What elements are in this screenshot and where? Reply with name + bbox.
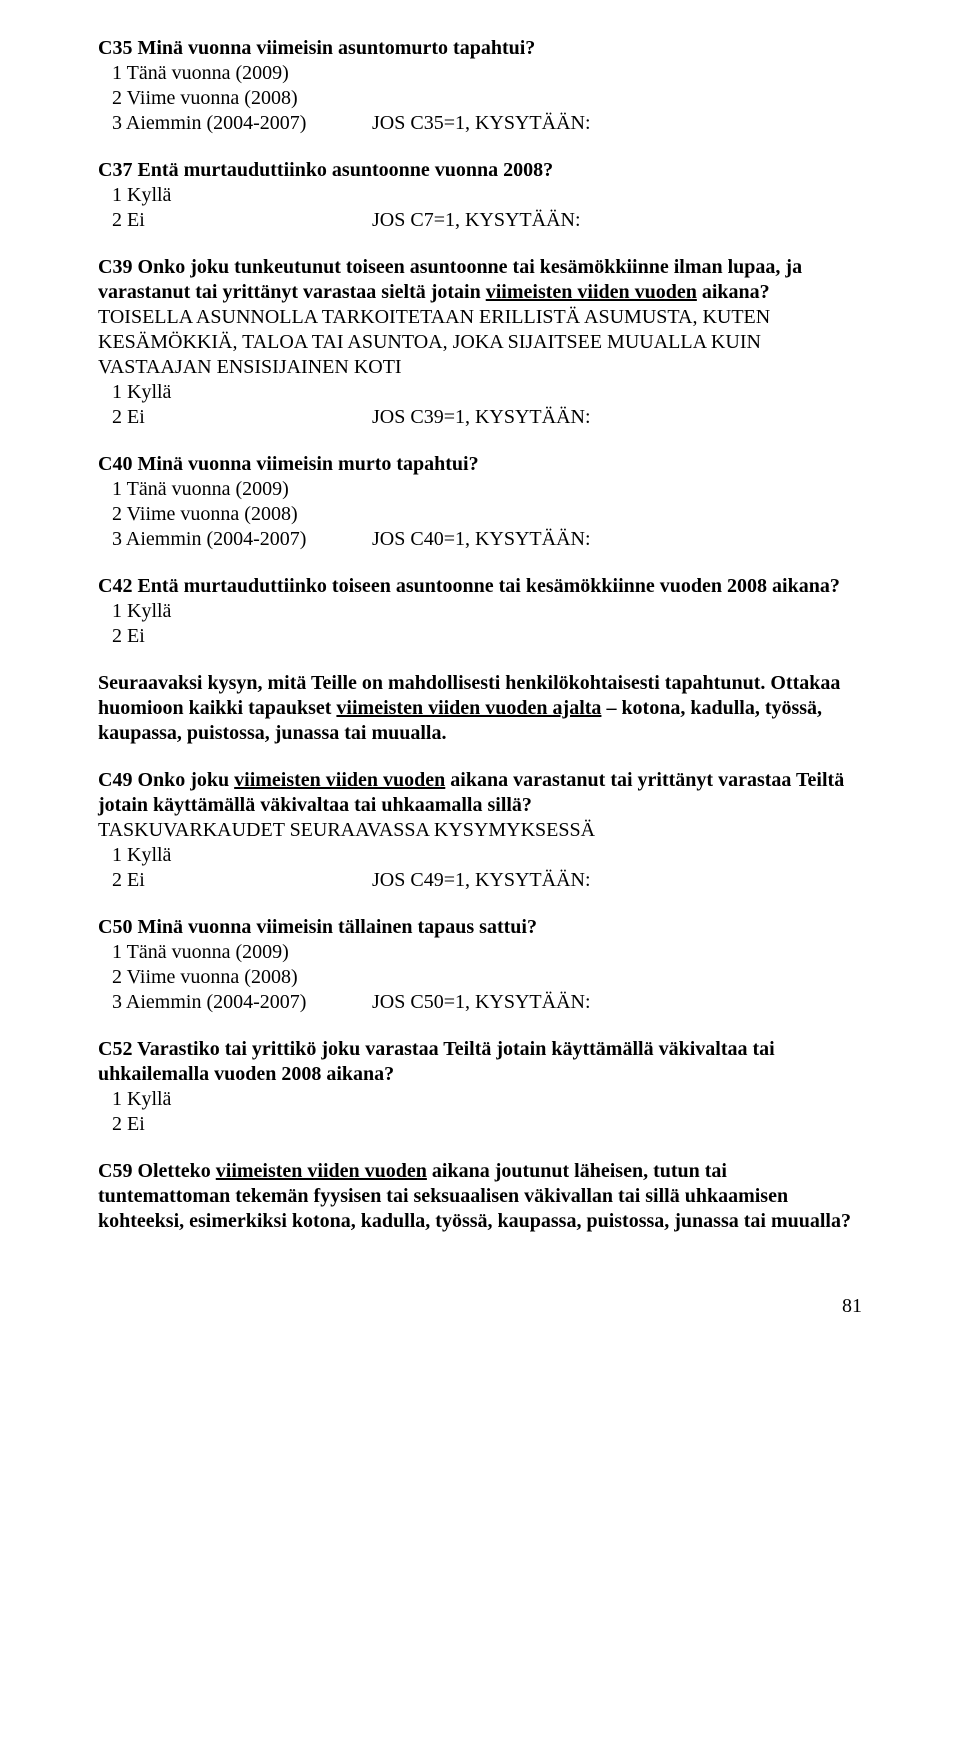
option: 1 Kyllä (112, 599, 862, 624)
c52-options: 1 Kyllä 2 Ei (98, 1087, 862, 1137)
question-c39: C39 Onko joku tunkeutunut toiseen asunto… (98, 255, 862, 430)
option: 2 Ei (112, 1112, 862, 1137)
option: 2 Ei (112, 868, 372, 893)
heading-underline: viimeisten viiden vuoden (216, 1160, 427, 1182)
c37-heading: C37 Entä murtauduttiinko asuntoonne vuon… (98, 158, 862, 183)
c35-heading: C35 Minä vuonna viimeisin asuntomurto ta… (98, 36, 862, 61)
heading-pre: C49 Onko joku (98, 769, 234, 791)
option-row: 3 Aiemmin (2004-2007) JOS C50=1, KYSYTÄÄ… (112, 990, 862, 1015)
heading-underline: viimeisten viiden vuoden (234, 769, 445, 791)
page-number: 81 (98, 1294, 862, 1319)
condition: JOS C50=1, KYSYTÄÄN: (372, 990, 862, 1015)
option-row: 3 Aiemmin (2004-2007) JOS C35=1, KYSYTÄÄ… (112, 111, 862, 136)
question-c49: C49 Onko joku viimeisten viiden vuoden a… (98, 768, 862, 893)
c42-heading: C42 Entä murtauduttiinko toiseen asuntoo… (98, 574, 862, 599)
c49-heading: C49 Onko joku viimeisten viiden vuoden a… (98, 768, 862, 818)
question-c42: C42 Entä murtauduttiinko toiseen asuntoo… (98, 574, 862, 649)
option: 3 Aiemmin (2004-2007) (112, 111, 372, 136)
question-c35: C35 Minä vuonna viimeisin asuntomurto ta… (98, 36, 862, 136)
condition: JOS C40=1, KYSYTÄÄN: (372, 527, 862, 552)
option: 1 Kyllä (112, 1087, 862, 1112)
option: 2 Ei (112, 624, 862, 649)
c39-heading: C39 Onko joku tunkeutunut toiseen asunto… (98, 255, 862, 305)
c40-options: 1 Tänä vuonna (2009) 2 Viime vuonna (200… (98, 477, 862, 552)
c35-options: 1 Tänä vuonna (2009) 2 Viime vuonna (200… (98, 61, 862, 136)
c50-heading: C50 Minä vuonna viimeisin tällainen tapa… (98, 915, 862, 940)
question-c59: C59 Oletteko viimeisten viiden vuoden ai… (98, 1159, 862, 1234)
option: 1 Tänä vuonna (2009) (112, 940, 862, 965)
intro-paragraph: Seuraavaksi kysyn, mitä Teille on mahdol… (98, 671, 862, 746)
c49-note: TASKUVARKAUDET SEURAAVASSA KYSYMYKSESSÄ (98, 818, 862, 843)
option-row: 3 Aiemmin (2004-2007) JOS C40=1, KYSYTÄÄ… (112, 527, 862, 552)
option: 3 Aiemmin (2004-2007) (112, 527, 372, 552)
question-c37: C37 Entä murtauduttiinko asuntoonne vuon… (98, 158, 862, 233)
option: 1 Kyllä (112, 380, 862, 405)
c39-options: 1 Kyllä 2 Ei JOS C39=1, KYSYTÄÄN: (98, 380, 862, 430)
option: 2 Viime vuonna (2008) (112, 502, 862, 527)
option: 1 Tänä vuonna (2009) (112, 477, 862, 502)
condition: JOS C35=1, KYSYTÄÄN: (372, 111, 862, 136)
heading-post: aikana? (697, 281, 770, 303)
option: 2 Viime vuonna (2008) (112, 965, 862, 990)
condition: JOS C39=1, KYSYTÄÄN: (372, 405, 862, 430)
c50-options: 1 Tänä vuonna (2009) 2 Viime vuonna (200… (98, 940, 862, 1015)
condition: JOS C7=1, KYSYTÄÄN: (372, 208, 862, 233)
option-row: 2 Ei JOS C39=1, KYSYTÄÄN: (112, 405, 862, 430)
c52-heading: C52 Varastiko tai yrittikö joku varastaa… (98, 1037, 862, 1087)
c40-heading: C40 Minä vuonna viimeisin murto tapahtui… (98, 452, 862, 477)
option: 2 Viime vuonna (2008) (112, 86, 862, 111)
option: 2 Ei (112, 405, 372, 430)
question-c52: C52 Varastiko tai yrittikö joku varastaa… (98, 1037, 862, 1137)
c39-note: TOISELLA ASUNNOLLA TARKOITETAAN ERILLIST… (98, 305, 862, 380)
intro-underline: viimeisten viiden vuoden ajalta (336, 697, 601, 719)
condition: JOS C49=1, KYSYTÄÄN: (372, 868, 862, 893)
question-c40: C40 Minä vuonna viimeisin murto tapahtui… (98, 452, 862, 552)
heading-pre: C59 Oletteko (98, 1160, 216, 1182)
option: 3 Aiemmin (2004-2007) (112, 990, 372, 1015)
heading-underline: viimeisten viiden vuoden (486, 281, 697, 303)
c42-options: 1 Kyllä 2 Ei (98, 599, 862, 649)
option-row: 2 Ei JOS C49=1, KYSYTÄÄN: (112, 868, 862, 893)
option: 1 Kyllä (112, 183, 862, 208)
c49-options: 1 Kyllä 2 Ei JOS C49=1, KYSYTÄÄN: (98, 843, 862, 893)
option: 2 Ei (112, 208, 372, 233)
question-c50: C50 Minä vuonna viimeisin tällainen tapa… (98, 915, 862, 1015)
c37-options: 1 Kyllä 2 Ei JOS C7=1, KYSYTÄÄN: (98, 183, 862, 233)
option: 1 Tänä vuonna (2009) (112, 61, 862, 86)
option-row: 2 Ei JOS C7=1, KYSYTÄÄN: (112, 208, 862, 233)
option: 1 Kyllä (112, 843, 862, 868)
